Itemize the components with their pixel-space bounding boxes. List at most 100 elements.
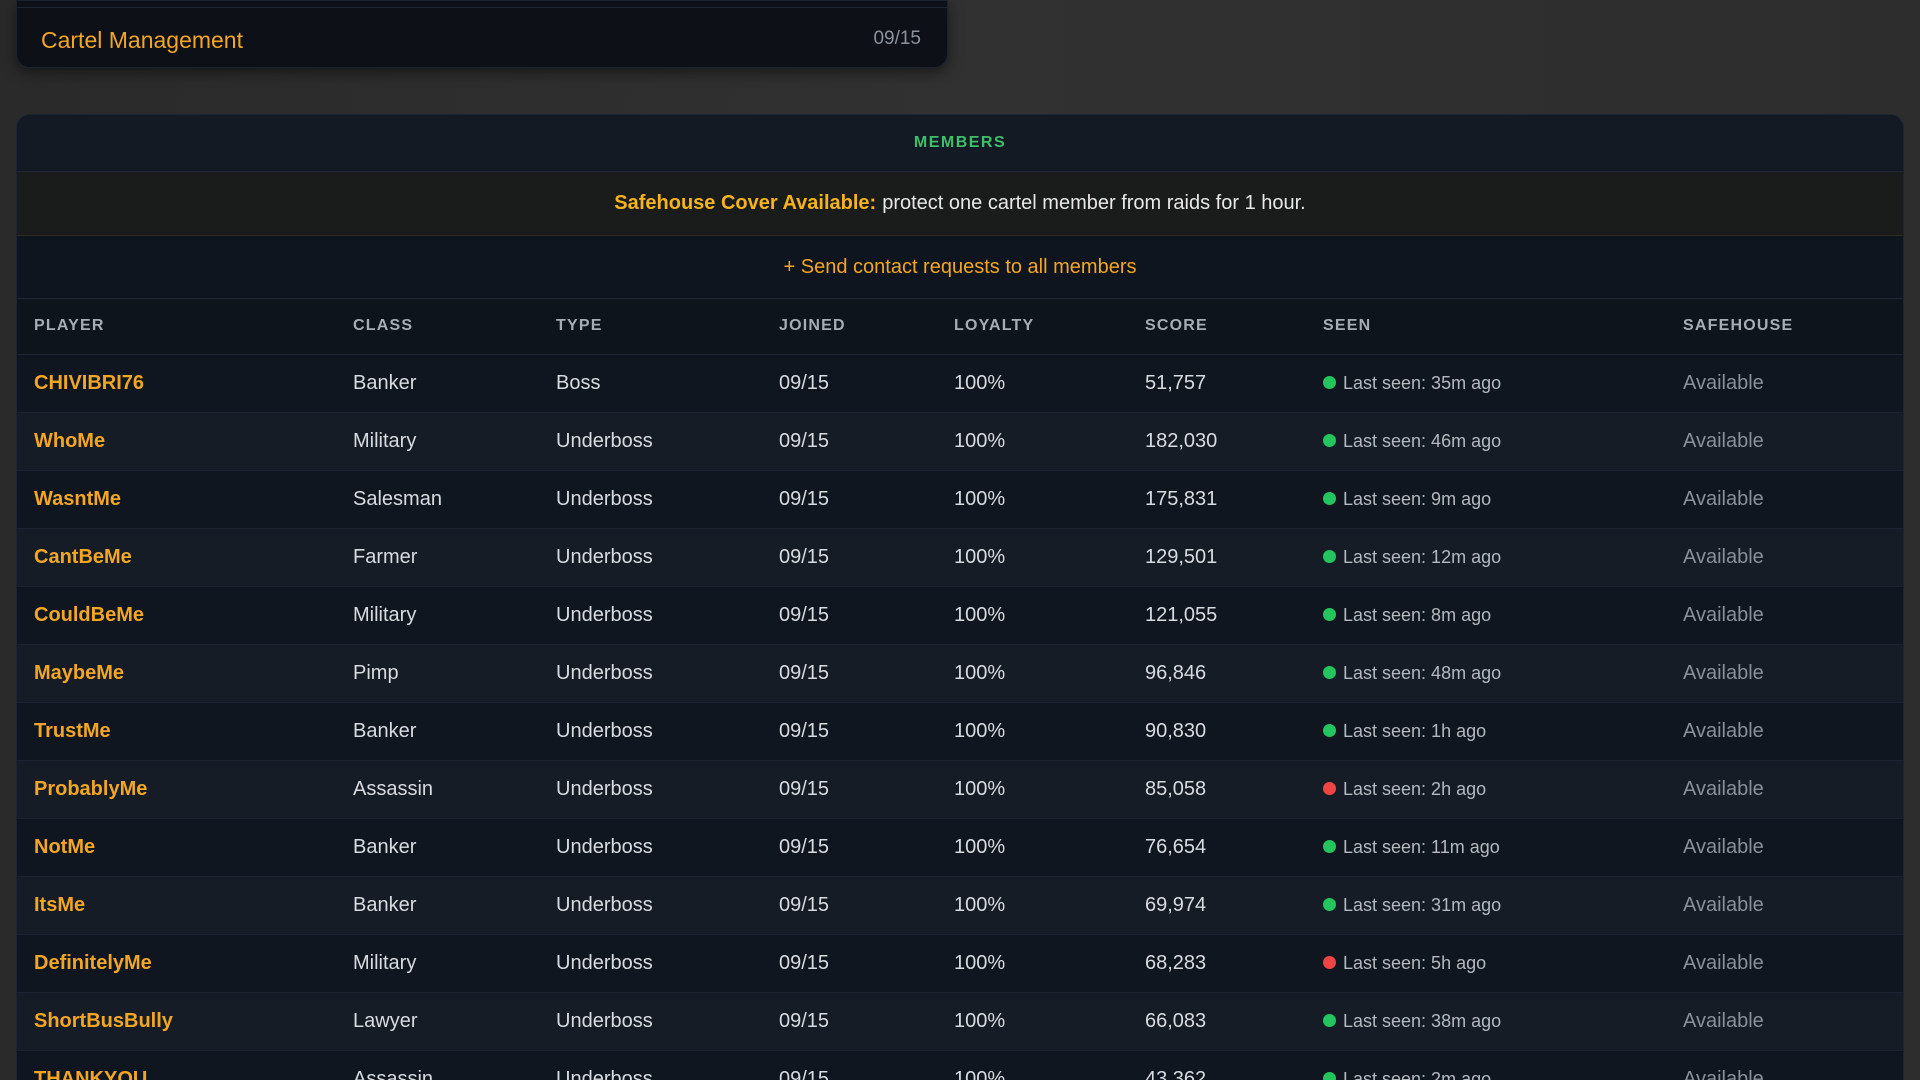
safehouse-status[interactable]: Available	[1683, 371, 1764, 394]
joined-date: 09/15	[779, 719, 830, 742]
player-type: Underboss	[556, 951, 653, 974]
members-header: MEMBERS	[17, 115, 1903, 172]
safehouse-status[interactable]: Available	[1683, 951, 1764, 974]
table-row: MaybeMe Pimp Underboss 09/15 100% 96,846 Last …	[17, 644, 1903, 702]
player-name[interactable]: ShortBusBully	[34, 1009, 173, 1032]
loyalty-value: 100%	[954, 1009, 1006, 1032]
player-type: Underboss	[556, 1067, 653, 1080]
player-class: Military	[353, 429, 417, 452]
last-seen-text: Last seen: 5h ago	[1343, 952, 1487, 973]
column-header-player[interactable]: PLAYER	[34, 317, 105, 335]
player-name[interactable]: WasntMe	[34, 487, 122, 510]
table-row: CouldBeMe Military Underboss 09/15 100% 121,0…	[17, 586, 1903, 644]
player-name[interactable]: NotMe	[34, 835, 96, 858]
player-type: Underboss	[556, 487, 653, 510]
player-type: Underboss	[556, 777, 653, 800]
safehouse-status[interactable]: Available	[1683, 1009, 1764, 1032]
cartel-management-date: 09/15	[873, 28, 921, 49]
column-header-class[interactable]: CLASS	[353, 317, 414, 335]
player-name[interactable]: WhoMe	[34, 429, 106, 452]
loyalty-value: 100%	[954, 661, 1006, 684]
loyalty-value: 100%	[954, 371, 1006, 394]
last-seen-cell: Last seen: 2h ago	[1306, 760, 1666, 818]
player-name[interactable]: ProbablyMe	[34, 777, 148, 800]
column-header-loyalty[interactable]: LOYALTY	[954, 317, 1035, 335]
player-name[interactable]: CouldBeMe	[34, 603, 144, 626]
safehouse-status[interactable]: Available	[1683, 661, 1764, 684]
table-row: ItsMe Banker Underboss 09/15 100% 69,974 Last …	[17, 876, 1903, 934]
last-seen-cell: Last seen: 46m ago	[1306, 412, 1666, 470]
player-name[interactable]: THANKYOU	[34, 1067, 148, 1080]
loyalty-value: 100%	[954, 777, 1006, 800]
loyalty-value: 100%	[954, 1067, 1006, 1080]
contact-requests-row: + Send contact requests to all members	[17, 236, 1903, 299]
table-row: ProbablyMe Assassin Underboss 09/15 100% 85,0…	[17, 760, 1903, 818]
player-name[interactable]: CantBeMe	[34, 545, 132, 568]
player-type: Underboss	[556, 429, 653, 452]
safehouse-status[interactable]: Available	[1683, 835, 1764, 858]
safehouse-status[interactable]: Available	[1683, 487, 1764, 510]
safehouse-status[interactable]: Available	[1683, 1067, 1764, 1080]
cartel-management-card: Cartel Management 09/15	[16, 0, 948, 68]
joined-date: 09/15	[779, 371, 830, 394]
joined-date: 09/15	[779, 603, 830, 626]
column-header-type[interactable]: TYPE	[556, 317, 603, 335]
player-class: Salesman	[353, 487, 442, 510]
members-table: PLAYER CLASS TYPE JOINED LOYALTY SCORE S…	[17, 299, 1903, 1080]
safehouse-status[interactable]: Available	[1683, 429, 1764, 452]
player-class: Lawyer	[353, 1009, 418, 1032]
last-seen-cell: Last seen: 12m ago	[1306, 528, 1666, 586]
cartel-management-link[interactable]: Cartel Management	[41, 27, 243, 53]
safehouse-status[interactable]: Available	[1683, 545, 1764, 568]
send-contact-requests-link[interactable]: + Send contact requests to all members	[783, 255, 1137, 278]
player-name[interactable]: MaybeMe	[34, 661, 125, 684]
column-header-score[interactable]: SCORE	[1145, 317, 1208, 335]
loyalty-value: 100%	[954, 719, 1006, 742]
score-value: 182,030	[1145, 429, 1218, 452]
score-value: 175,831	[1145, 487, 1218, 510]
last-seen-text: Last seen: 12m ago	[1343, 546, 1502, 567]
loyalty-value: 100%	[954, 429, 1006, 452]
online-status-icon	[1323, 1014, 1336, 1028]
online-status-icon	[1323, 608, 1336, 622]
column-header-seen[interactable]: SEEN	[1323, 317, 1372, 335]
safehouse-status[interactable]: Available	[1683, 777, 1764, 800]
player-type: Underboss	[556, 545, 653, 568]
player-type: Underboss	[556, 661, 653, 684]
loyalty-value: 100%	[954, 893, 1006, 916]
last-seen-cell: Last seen: 35m ago	[1306, 354, 1666, 412]
player-type: Underboss	[556, 1009, 653, 1032]
player-class: Banker	[353, 371, 417, 394]
player-name[interactable]: CHIVIBRI76	[34, 371, 145, 394]
online-status-icon	[1323, 840, 1336, 854]
player-name[interactable]: DefinitelyMe	[34, 951, 152, 974]
table-row: WasntMe Salesman Underboss 09/15 100% 175,831…	[17, 470, 1903, 528]
safehouse-status[interactable]: Available	[1683, 893, 1764, 916]
last-seen-cell: Last seen: 1h ago	[1306, 702, 1666, 760]
card-divider	[17, 7, 947, 8]
column-header-safehouse[interactable]: SAFEHOUSE	[1683, 317, 1794, 335]
column-header-joined[interactable]: JOINED	[779, 317, 846, 335]
members-title: MEMBERS	[913, 134, 1007, 151]
player-class: Assassin	[353, 777, 434, 800]
player-class: Banker	[353, 719, 417, 742]
player-name[interactable]: ItsMe	[34, 893, 86, 916]
last-seen-cell: Last seen: 9m ago	[1306, 470, 1666, 528]
player-class: Military	[353, 603, 417, 626]
offline-status-icon	[1323, 782, 1336, 796]
joined-date: 09/15	[779, 429, 830, 452]
last-seen-cell: Last seen: 11m ago	[1306, 818, 1666, 876]
members-panel: MEMBERS Safehouse Cover Available: prote…	[16, 114, 1904, 1080]
table-row: TrustMe Banker Underboss 09/15 100% 90,830 Las…	[17, 702, 1903, 760]
joined-date: 09/15	[779, 487, 830, 510]
player-type: Boss	[556, 371, 601, 394]
player-class: Farmer	[353, 545, 418, 568]
safehouse-banner: Safehouse Cover Available: protect one c…	[17, 172, 1903, 236]
player-name[interactable]: TrustMe	[34, 719, 111, 742]
safehouse-status[interactable]: Available	[1683, 719, 1764, 742]
player-type: Underboss	[556, 893, 653, 916]
last-seen-text: Last seen: 31m ago	[1343, 894, 1502, 915]
player-type: Underboss	[556, 603, 653, 626]
last-seen-text: Last seen: 38m ago	[1343, 1010, 1502, 1031]
safehouse-status[interactable]: Available	[1683, 603, 1764, 626]
